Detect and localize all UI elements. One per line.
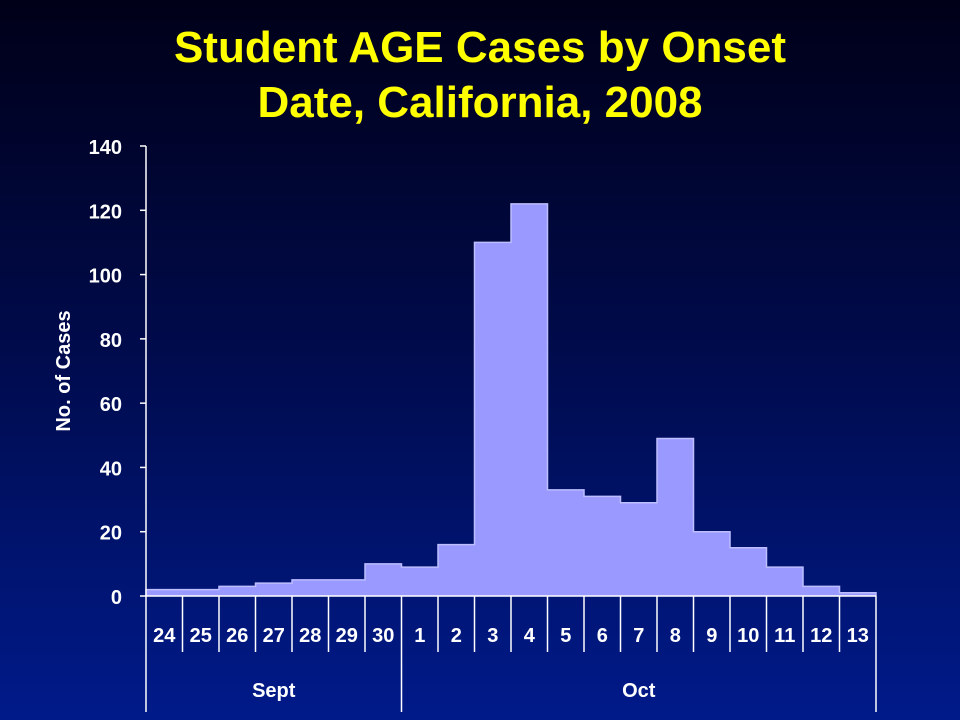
- bar-9: [438, 544, 475, 596]
- x-tick-label: 10: [737, 625, 759, 647]
- chart-title: Student AGE Cases by Onset Date, Califor…: [0, 20, 960, 130]
- x-tick-label: 13: [847, 625, 869, 647]
- x-tick-label: 30: [372, 625, 394, 647]
- bar-2: [182, 589, 219, 596]
- bar-6: [328, 579, 365, 596]
- x-tick-label: 28: [299, 625, 321, 647]
- x-tick-label: 29: [336, 625, 358, 647]
- x-tick-label: 11: [774, 625, 795, 647]
- y-tick-label: 20: [100, 523, 122, 545]
- x-tick-label: 4: [524, 625, 536, 647]
- y-tick-label: 100: [89, 266, 122, 288]
- bar-4: [255, 583, 292, 596]
- x-tick-label: 24: [153, 625, 176, 647]
- bar-outline: [145, 203, 877, 596]
- bar-11: [511, 203, 548, 596]
- x-tick-label: 27: [263, 625, 285, 647]
- x-tick-label: 9: [706, 625, 717, 647]
- x-tick-label: 12: [810, 625, 832, 647]
- bar-12: [547, 489, 584, 596]
- group-label: Sept: [252, 680, 296, 702]
- bar-13: [584, 496, 621, 596]
- x-tick-label: 7: [633, 625, 644, 647]
- bar-19: [803, 586, 840, 596]
- bar-3: [219, 586, 256, 596]
- y-tick-label: 60: [100, 394, 122, 416]
- bar-20: [839, 592, 876, 596]
- y-tick-label: 40: [100, 458, 122, 480]
- bar-14: [620, 502, 657, 596]
- y-tick-label: 0: [111, 587, 122, 609]
- x-tick-label: 26: [226, 625, 248, 647]
- y-tick-label: 140: [89, 137, 122, 159]
- bar-1: [146, 589, 183, 596]
- y-axis-label: No. of Cases: [53, 310, 75, 431]
- x-tick-label: 2: [451, 625, 462, 647]
- bar-15: [657, 438, 694, 596]
- bar-10: [474, 242, 511, 596]
- x-tick-label: 1: [414, 625, 425, 647]
- x-tick-label: 6: [597, 625, 608, 647]
- x-tick-label: 3: [487, 625, 498, 647]
- bar-16: [693, 531, 730, 596]
- y-tick-label: 80: [100, 330, 122, 352]
- title-line-1: Student AGE Cases by Onset: [173, 23, 787, 72]
- x-tick-label: 25: [190, 625, 212, 647]
- bar-8: [401, 567, 438, 596]
- x-tick-label: 5: [560, 625, 571, 647]
- bar-5: [292, 579, 329, 596]
- y-tick-label: 120: [89, 201, 122, 223]
- x-tick-label: 8: [670, 625, 681, 647]
- bar-17: [730, 547, 767, 596]
- group-label: Oct: [622, 680, 656, 702]
- bar-7: [365, 563, 402, 596]
- bar-18: [766, 567, 803, 596]
- title-line-2: Date, California, 2008: [257, 78, 703, 127]
